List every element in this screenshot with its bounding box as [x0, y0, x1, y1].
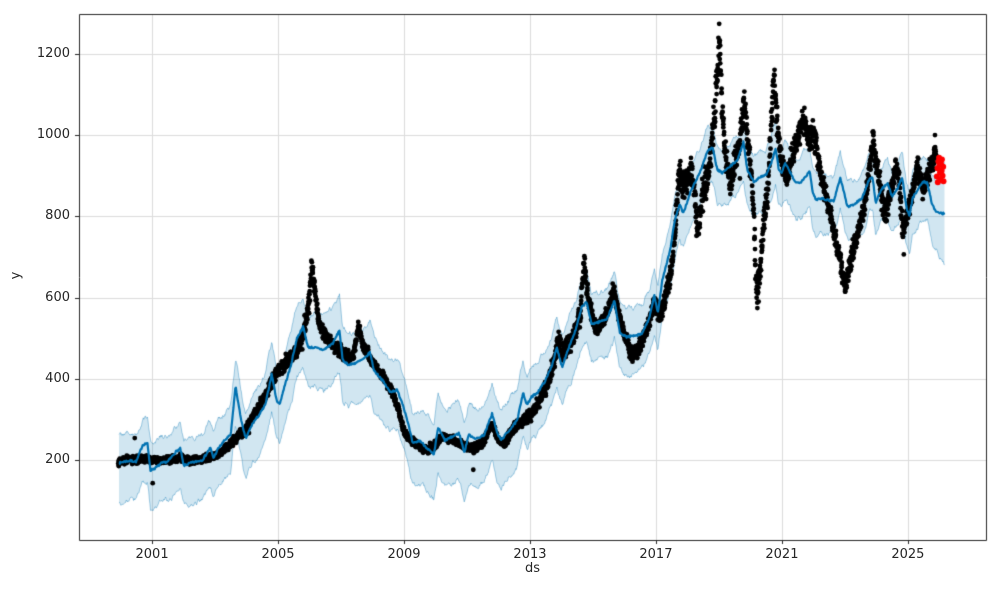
x-tick-label: 2013 — [513, 547, 547, 562]
y-tick-label: 400 — [45, 370, 70, 386]
x-axis-label: ds — [524, 561, 541, 576]
y-tick-label: 800 — [45, 208, 70, 224]
x-tick-label: 2005 — [261, 547, 295, 562]
x-tick-label: 2017 — [639, 547, 673, 562]
y-tick-label: 200 — [45, 451, 70, 467]
y-tick-label: 1000 — [36, 127, 70, 143]
x-tick-label: 2021 — [765, 547, 799, 562]
y-axis-label: y — [8, 271, 24, 280]
x-tick-label: 2001 — [135, 547, 169, 562]
y-tick-label: 600 — [45, 289, 70, 305]
x-tick-label: 2009 — [387, 547, 421, 562]
y-tick-label: 1200 — [36, 45, 70, 61]
x-tick-label: 2025 — [891, 547, 925, 562]
